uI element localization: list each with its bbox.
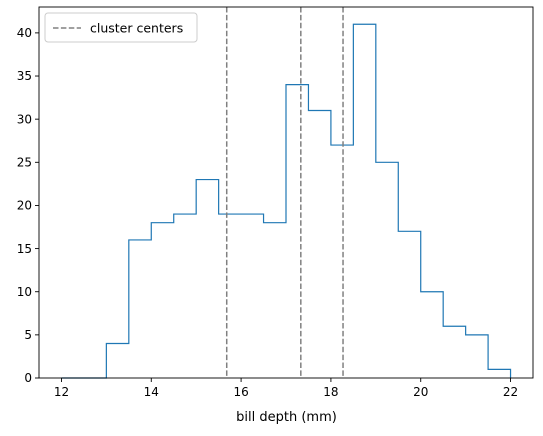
x-tick-label-14: 14 xyxy=(144,385,159,399)
legend-box xyxy=(44,12,198,43)
x-tick-label-18: 18 xyxy=(323,385,338,399)
y-tick-label-10: 10 xyxy=(17,285,32,299)
x-tick-label-22: 22 xyxy=(503,385,518,399)
x-tick-label-16: 16 xyxy=(233,385,248,399)
x-tick-label-12: 12 xyxy=(54,385,69,399)
x-tick-label-20: 20 xyxy=(413,385,428,399)
y-tick-label-20: 20 xyxy=(17,199,32,213)
axes-frame xyxy=(38,6,534,379)
y-tick-label-5: 5 xyxy=(24,328,32,342)
y-tick-label-15: 15 xyxy=(17,242,32,256)
y-tick-label-35: 35 xyxy=(17,69,32,83)
y-tick-label-30: 30 xyxy=(17,112,32,126)
legend-label-cluster-centers: cluster centers xyxy=(90,21,183,36)
y-tick-label-0: 0 xyxy=(24,371,32,385)
y-tick-label-40: 40 xyxy=(17,26,32,40)
y-tick-label-25: 25 xyxy=(17,156,32,170)
plot-area: 12 14 16 18 20 22 0 5 10 15 20 25 30 35 40 cluster cent… xyxy=(17,6,534,399)
x-axis-label: bill depth (mm) xyxy=(236,410,337,425)
histogram-step-line xyxy=(61,23,512,379)
